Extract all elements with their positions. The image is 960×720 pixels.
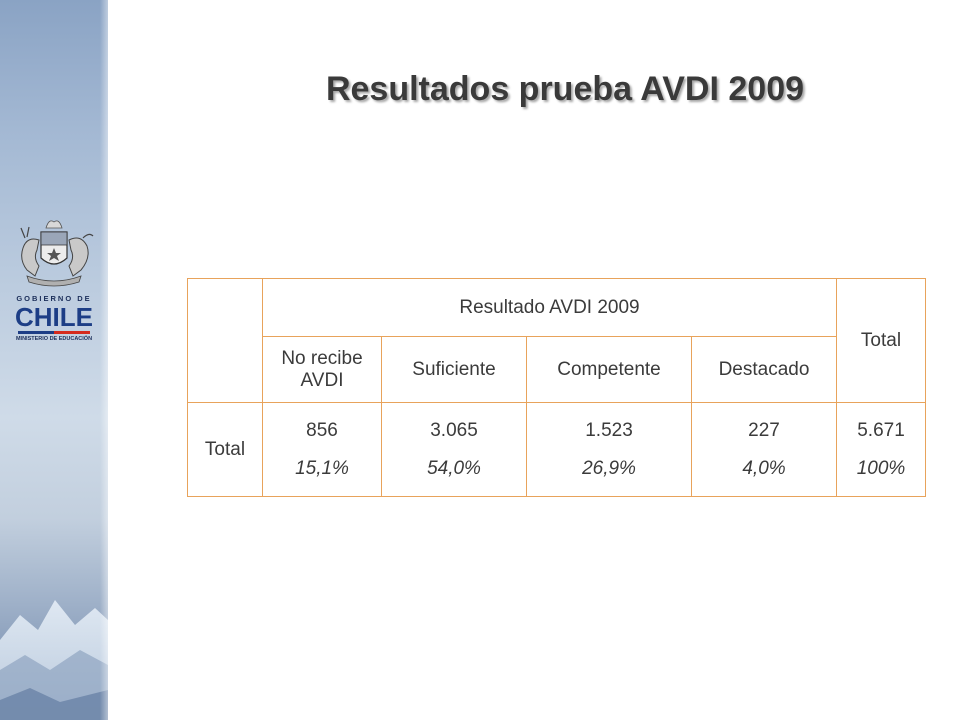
gobierno-de-chile-logo: GOBIERNO DE CHILE MINISTERIO DE EDUCACIÓ… [6, 218, 102, 342]
decorative-sidebar: GOBIERNO DE CHILE MINISTERIO DE EDUCACIÓ… [0, 0, 108, 720]
table-header-row-1: Resultado AVDI 2009 Total [187, 278, 926, 403]
table-header-row-2: No recibe AVDI Suficiente Competente Des… [188, 336, 926, 403]
count-value: 3.065 [430, 419, 478, 441]
percent-value: 100% [856, 457, 906, 479]
page-title: Resultados prueba AVDI 2009 [325, 70, 805, 108]
count-value: 5.671 [857, 419, 905, 441]
percent-value: 26,9% [582, 457, 636, 479]
logo-flag-bar [18, 331, 90, 334]
row-label: Total [187, 402, 263, 497]
count-value: 1.523 [585, 419, 633, 441]
glacier-image [0, 600, 108, 720]
percent-value: 4,0% [742, 457, 786, 479]
logo-line-2: CHILE [15, 302, 93, 332]
column-header-no-recibe: No recibe AVDI [262, 336, 382, 403]
logo-line-1: GOBIERNO DE [16, 294, 92, 303]
cell-suficiente: 3.065 54,0% [381, 402, 527, 497]
group-header: Resultado AVDI 2009 [262, 278, 837, 337]
coat-of-arms-icon [20, 220, 94, 287]
table-row: Total 856 15,1% 3.065 54,0% 1.523 26,9% … [187, 402, 926, 497]
cell-total: 5.671 100% [836, 402, 926, 497]
total-header: Total [836, 278, 926, 403]
count-value: 856 [306, 419, 338, 441]
column-header-suficiente: Suficiente [381, 336, 527, 403]
logo-line-3: MINISTERIO DE EDUCACIÓN [15, 336, 93, 342]
cell-no-recibe: 856 15,1% [262, 402, 382, 497]
cell-competente: 1.523 26,9% [526, 402, 692, 497]
percent-value: 15,1% [295, 457, 349, 479]
percent-value: 54,0% [427, 457, 481, 479]
column-header-competente: Competente [526, 336, 692, 403]
cell-destacado: 227 4,0% [691, 402, 837, 497]
table-corner-cell [187, 278, 263, 403]
results-table: Resultado AVDI 2009 Total No recibe AVDI… [187, 278, 926, 497]
count-value: 227 [748, 419, 780, 441]
column-header-destacado: Destacado [691, 336, 837, 403]
